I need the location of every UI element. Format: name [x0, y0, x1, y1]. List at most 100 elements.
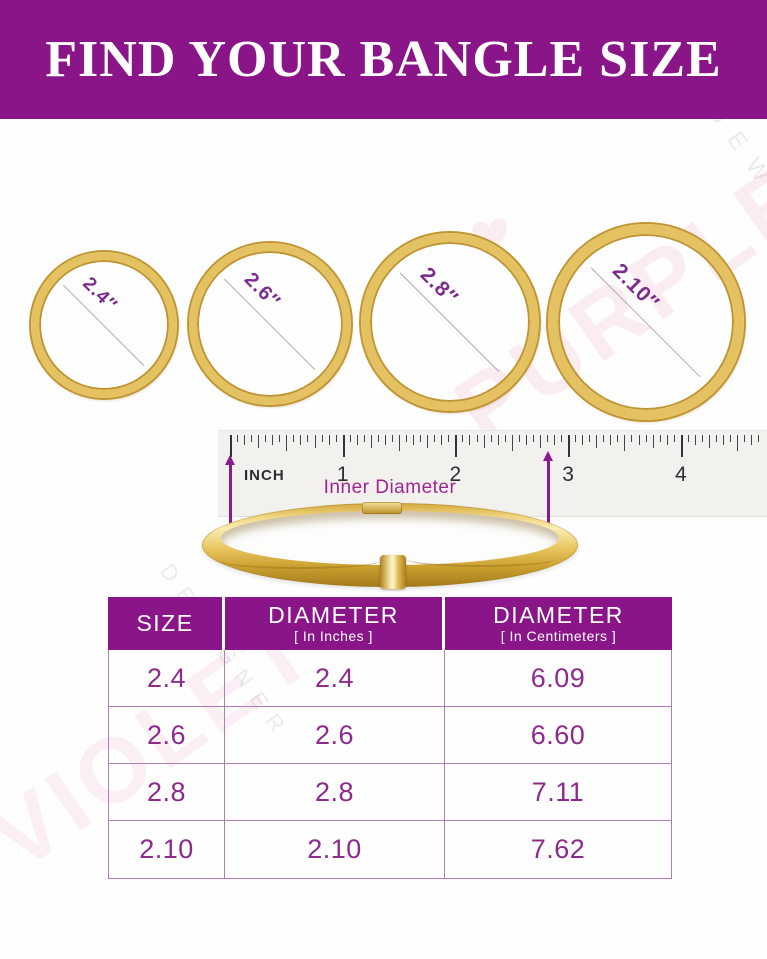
arrow-up-left-icon	[225, 455, 235, 465]
cell-inches: 2.8	[225, 764, 445, 821]
ruler-tick	[230, 435, 232, 457]
ruler-tick	[708, 435, 710, 448]
ruler-tick	[687, 435, 689, 442]
ruler-tick	[631, 435, 633, 442]
ruler-tick	[392, 435, 393, 442]
ruler-tick	[596, 435, 598, 448]
ruler-tick	[751, 435, 753, 445]
cell-cm: 6.09	[445, 650, 671, 707]
col-header-size: SIZE	[108, 597, 225, 650]
ruler-tick	[342, 435, 345, 457]
bangle-hinge	[362, 502, 402, 514]
ruler-tick	[610, 435, 612, 445]
cell-cm: 6.60	[445, 707, 671, 764]
bangle-ring-2-8: 2.8″	[361, 233, 539, 411]
bangle-ring-2-4: 2.4″	[31, 252, 177, 398]
table-header-row: SIZE DIAMETER [ In Inches ] DIAMETER [ I…	[108, 597, 672, 650]
ruler-tick	[546, 435, 548, 442]
cell-size: 2.10	[109, 821, 225, 878]
ruler-tick	[300, 435, 302, 445]
ruler-tick	[589, 435, 591, 442]
ruler-tick	[279, 435, 281, 442]
ruler-tick	[744, 435, 746, 442]
ruler-tick	[370, 435, 372, 448]
ruler-tick	[335, 435, 337, 442]
ruler-tick	[406, 435, 408, 442]
diameter-label: 2.4″	[78, 273, 122, 317]
ruler-tick	[420, 435, 422, 442]
cell-inches: 2.10	[225, 821, 445, 878]
ruler-tick	[554, 435, 555, 445]
ruler-tick	[659, 435, 661, 442]
ruler-tick	[476, 435, 478, 442]
ruler-tick	[363, 435, 365, 442]
ruler-tick	[666, 435, 668, 445]
ruler-mark-3: 3	[562, 463, 574, 486]
header-banner: FIND YOUR BANGLE SIZE	[0, 0, 767, 119]
ruler-tick	[272, 435, 274, 445]
col-header-diameter-cm: DIAMETER [ In Centimeters ]	[445, 597, 672, 650]
ruler-tick	[525, 435, 527, 445]
ruler-tick	[673, 435, 675, 442]
ruler-tick	[441, 435, 443, 445]
col-header-diameter-inches: DIAMETER [ In Inches ]	[225, 597, 445, 650]
arrow-line-right	[547, 460, 550, 545]
ruler-tick	[723, 435, 725, 445]
ruler-mark-1: 1	[336, 463, 349, 486]
ruler-tick	[561, 435, 563, 442]
table-row: 2.10 2.10 7.62	[109, 821, 671, 878]
ruler-tick	[328, 435, 330, 445]
diameter-label: 2.6″	[239, 268, 285, 314]
page-title: FIND YOUR BANGLE SIZE	[45, 31, 722, 88]
ruler-tick	[448, 435, 450, 442]
ruler-mark-2: 2	[449, 463, 462, 486]
cell-inches: 2.6	[225, 707, 445, 764]
ruler-tick	[349, 435, 351, 442]
ruler-tick	[483, 435, 485, 448]
ruler-tick	[251, 435, 253, 442]
diameter-line-wrap: 2.10″	[522, 198, 767, 447]
ruler-tick	[469, 435, 471, 445]
bangle-ring-2-6: 2.6″	[189, 243, 351, 405]
ruler-tick	[286, 435, 288, 451]
ruler-tick	[737, 435, 739, 451]
ruler-tick	[518, 435, 520, 442]
ruler-tick	[694, 435, 696, 445]
inch-ruler: INCH 1 2 3 4	[218, 430, 767, 517]
diameter-label: 2.8″	[415, 263, 463, 310]
arrow-line-left	[229, 464, 232, 545]
ruler-tick	[399, 435, 401, 451]
ruler-tick	[258, 435, 260, 448]
ruler-tick	[701, 435, 703, 442]
ruler-tick	[434, 435, 436, 442]
bangle-ring-2-10: 2.10″	[548, 224, 744, 420]
ruler-tick	[265, 435, 267, 442]
ruler-tick	[504, 435, 506, 442]
ruler-tick	[680, 435, 683, 457]
ruler-tick	[413, 435, 415, 445]
diameter-label: 2.10″	[607, 259, 664, 315]
cell-size: 2.4	[109, 650, 225, 707]
ruler-tick	[716, 435, 718, 442]
cell-cm: 7.11	[445, 764, 671, 821]
table-body: 2.4 2.4 6.09 2.6 2.6 6.60 2.8 2.8 7.11 2…	[108, 650, 672, 879]
ruler-mark-4: 4	[674, 463, 687, 486]
ruler-tick	[427, 435, 429, 448]
table-row: 2.6 2.6 6.60	[109, 707, 671, 764]
ruler-tick	[758, 435, 760, 442]
arrow-up-right-icon	[543, 451, 553, 461]
cell-size: 2.6	[109, 707, 225, 764]
ruler-tick	[455, 435, 458, 457]
ruler-tick	[582, 435, 584, 445]
ruler-tick	[730, 435, 732, 442]
ruler-tick	[645, 435, 647, 442]
ruler-tick	[307, 435, 309, 442]
cell-cm: 7.62	[530, 834, 586, 864]
cell-inches: 2.4	[225, 650, 445, 707]
ruler-tick	[244, 435, 246, 445]
ruler-tick	[490, 435, 492, 442]
ruler-tick	[356, 435, 358, 445]
ruler-tick	[462, 435, 464, 442]
ruler-tick	[293, 435, 295, 442]
